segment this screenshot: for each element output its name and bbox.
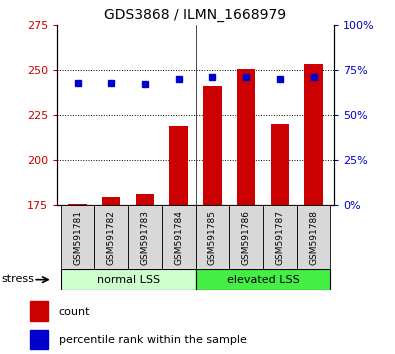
Text: elevated LSS: elevated LSS	[227, 275, 299, 285]
Text: count: count	[59, 307, 90, 316]
Text: GSM591781: GSM591781	[73, 210, 82, 265]
Text: stress: stress	[1, 274, 34, 284]
Bar	[203, 86, 222, 205]
FancyBboxPatch shape	[162, 205, 196, 269]
Text: GSM591784: GSM591784	[174, 210, 183, 265]
FancyBboxPatch shape	[297, 205, 330, 269]
Text: GSM591785: GSM591785	[208, 210, 217, 265]
Title: GDS3868 / ILMN_1668979: GDS3868 / ILMN_1668979	[104, 8, 287, 22]
FancyBboxPatch shape	[61, 205, 94, 269]
Bar	[135, 194, 154, 205]
Text: GSM591787: GSM591787	[275, 210, 284, 265]
FancyBboxPatch shape	[229, 205, 263, 269]
Text: GSM591786: GSM591786	[242, 210, 250, 265]
FancyBboxPatch shape	[196, 205, 229, 269]
Text: GSM591782: GSM591782	[107, 210, 116, 265]
Bar	[271, 124, 289, 205]
Text: GSM591783: GSM591783	[141, 210, 149, 265]
Bar	[102, 197, 120, 205]
Bar	[237, 69, 256, 205]
FancyBboxPatch shape	[263, 205, 297, 269]
Bar	[30, 301, 48, 321]
Bar	[169, 126, 188, 205]
Bar	[304, 64, 323, 205]
FancyBboxPatch shape	[61, 269, 196, 290]
Bar	[30, 330, 48, 349]
Text: GSM591788: GSM591788	[309, 210, 318, 265]
FancyBboxPatch shape	[94, 205, 128, 269]
Bar	[68, 204, 87, 205]
Text: percentile rank within the sample: percentile rank within the sample	[59, 335, 247, 345]
FancyBboxPatch shape	[128, 205, 162, 269]
Text: normal LSS: normal LSS	[96, 275, 160, 285]
FancyBboxPatch shape	[196, 269, 330, 290]
